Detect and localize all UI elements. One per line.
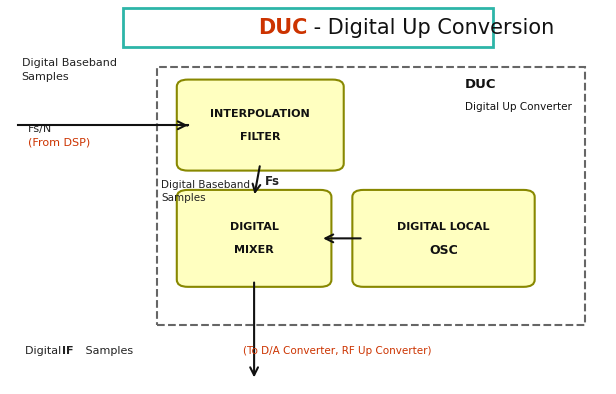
Text: DUC: DUC [465,78,496,91]
Text: Samples: Samples [161,193,206,203]
Text: DIGITAL: DIGITAL [230,222,278,232]
Text: - Digital Up Conversion: - Digital Up Conversion [307,18,554,37]
FancyBboxPatch shape [123,8,493,47]
Text: (To D/A Converter, RF Up Converter): (To D/A Converter, RF Up Converter) [243,346,432,357]
Text: Fs/N: Fs/N [28,124,52,134]
Text: Digital Up Converter: Digital Up Converter [465,102,572,112]
Text: Digital Baseband: Digital Baseband [22,58,116,68]
Text: Digital: Digital [25,346,65,357]
FancyBboxPatch shape [352,190,535,287]
FancyBboxPatch shape [177,190,331,287]
FancyBboxPatch shape [177,80,344,171]
Text: IF: IF [62,346,73,357]
Text: OSC: OSC [429,244,458,256]
Text: INTERPOLATION: INTERPOLATION [211,109,310,119]
Text: Fs: Fs [265,175,280,188]
Text: MIXER: MIXER [234,245,274,255]
Text: DIGITAL LOCAL: DIGITAL LOCAL [397,222,490,232]
Text: Digital Baseband: Digital Baseband [161,180,250,190]
Text: DUC: DUC [258,18,307,37]
Text: FILTER: FILTER [240,132,280,142]
Text: Samples: Samples [22,72,69,82]
Text: Samples: Samples [82,346,133,357]
Text: (From DSP): (From DSP) [28,138,90,148]
